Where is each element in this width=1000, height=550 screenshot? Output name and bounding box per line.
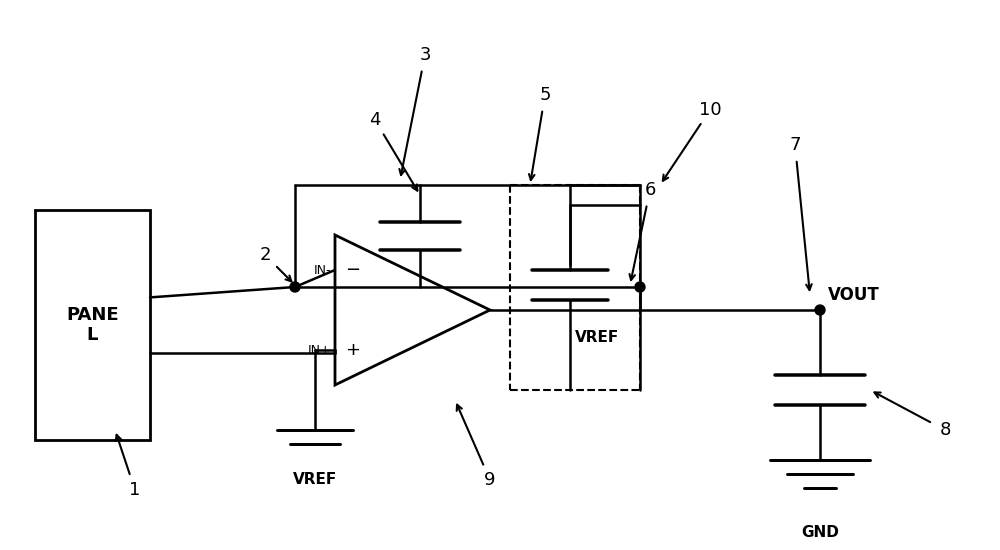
Text: IN+: IN+ [307, 344, 331, 356]
Text: GND: GND [801, 525, 839, 540]
Text: IN-: IN- [314, 263, 331, 277]
Circle shape [635, 282, 645, 292]
Text: VOUT: VOUT [828, 286, 880, 304]
Text: 2: 2 [259, 246, 271, 264]
Text: 6: 6 [644, 181, 656, 199]
Text: 4: 4 [369, 111, 381, 129]
Text: VREF: VREF [575, 330, 619, 345]
Text: 3: 3 [419, 46, 431, 64]
Text: +: + [346, 341, 360, 359]
Text: 1: 1 [129, 481, 141, 499]
Text: 8: 8 [939, 421, 951, 439]
Text: VREF: VREF [293, 472, 337, 487]
Text: 9: 9 [484, 471, 496, 489]
Bar [35, 210, 150, 440]
Text: −: − [345, 261, 361, 279]
Circle shape [290, 282, 300, 292]
Circle shape [815, 305, 825, 315]
Text: 7: 7 [789, 136, 801, 154]
Text: 5: 5 [539, 86, 551, 104]
Text: 10: 10 [699, 101, 721, 119]
Text: PANE
L: PANE L [66, 306, 119, 344]
